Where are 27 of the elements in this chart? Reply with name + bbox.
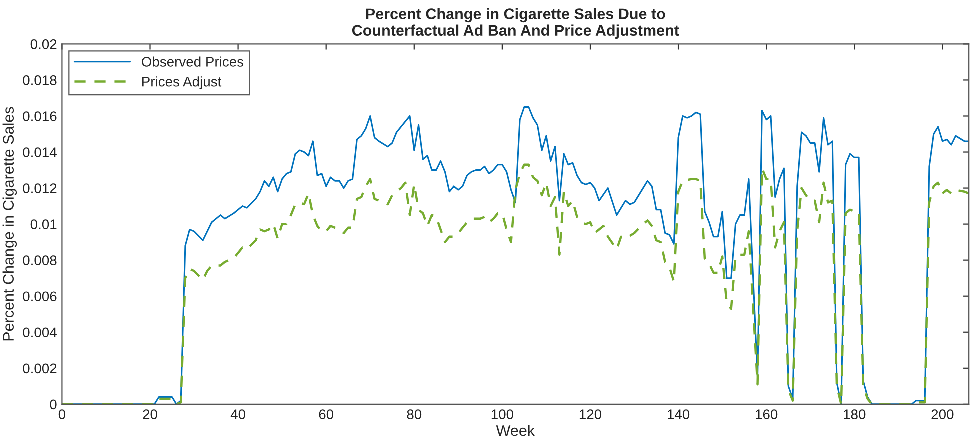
y-tick-label: 0.006 bbox=[23, 292, 57, 302]
y-tick-label: 0.008 bbox=[23, 256, 57, 266]
y-tick-label: 0.012 bbox=[23, 184, 57, 194]
x-tick-label: 0 bbox=[58, 410, 66, 420]
x-tick-label: 40 bbox=[230, 410, 246, 420]
y-tick-label: 0.002 bbox=[23, 364, 57, 374]
x-tick-label: 200 bbox=[932, 410, 954, 420]
x-tick-label: 80 bbox=[407, 410, 422, 420]
x-tick-label: 20 bbox=[143, 410, 158, 420]
x-tick-label: 140 bbox=[668, 410, 690, 420]
x-axis-title: Week bbox=[496, 425, 536, 436]
x-tick-label: 60 bbox=[319, 410, 334, 420]
x-tick-label: 160 bbox=[756, 410, 778, 420]
y-axis-title: Percent Change in Cigarette Sales bbox=[2, 107, 18, 341]
y-tick-label: 0.016 bbox=[23, 112, 57, 122]
x-tick-label: 120 bbox=[580, 410, 602, 420]
y-tick-label: 0.02 bbox=[30, 40, 57, 50]
chart-title: Percent Change in Cigarette Sales Due to Counterfactual Ad Ban And Price Adjustment bbox=[352, 8, 680, 40]
x-tick-label: 100 bbox=[492, 410, 514, 420]
y-tick-label: 0.018 bbox=[23, 76, 57, 86]
x-tick-label: 180 bbox=[844, 410, 866, 420]
y-tick-label: 0.014 bbox=[23, 148, 57, 158]
legend-label: Observed Prices bbox=[142, 56, 244, 67]
legend-label: Prices Adjust bbox=[142, 76, 222, 90]
y-tick-label: 0.01 bbox=[30, 220, 57, 230]
y-tick-label: 0 bbox=[50, 400, 57, 410]
y-tick-label: 0.004 bbox=[23, 328, 57, 338]
